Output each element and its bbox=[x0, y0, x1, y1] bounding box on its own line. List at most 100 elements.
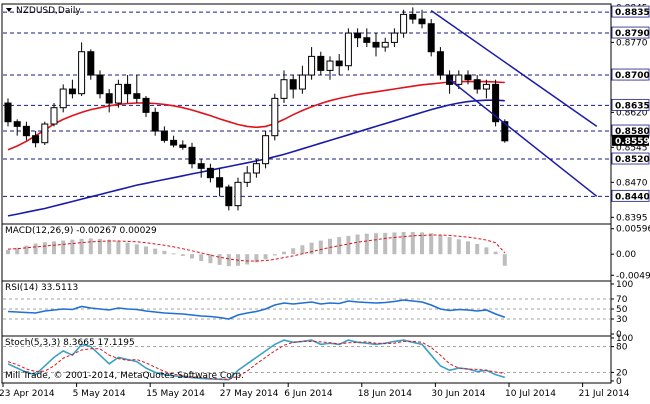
candle-up bbox=[308, 55, 316, 76]
price-level-label: 0.8635 bbox=[615, 101, 650, 111]
macd-panel: 0.00596 0.00 -0.00493 MACD(12,26,9) -0.002… bbox=[1, 223, 650, 282]
stoch-panel-frame bbox=[1, 335, 612, 384]
macd-bar bbox=[33, 243, 38, 255]
rsi-panel-title: RSI(14) 33.5113 bbox=[5, 283, 78, 293]
candle-down bbox=[4, 102, 12, 123]
rsi-level-lines bbox=[3, 298, 611, 320]
macd-signal-path bbox=[7, 234, 506, 262]
candle-down bbox=[142, 97, 150, 113]
time-tick-label: 18 Jun 2014 bbox=[358, 389, 412, 399]
stoch-main-path bbox=[7, 339, 506, 381]
macd-bar bbox=[337, 237, 342, 255]
candle-up bbox=[400, 13, 408, 34]
stoch-panel-title: Stoch(5,3,3) 8.3665 17.1195 bbox=[5, 338, 135, 348]
stoch-axis-tick-label: 80 bbox=[616, 343, 628, 353]
time-tick-label: 5 May 2014 bbox=[73, 389, 126, 399]
macd-bar bbox=[272, 254, 277, 256]
current-price-tag bbox=[612, 134, 649, 146]
candle-down bbox=[32, 135, 40, 144]
candle-down bbox=[13, 121, 21, 127]
macd-bars bbox=[6, 231, 507, 267]
macd-bar bbox=[364, 233, 369, 255]
macd-bar bbox=[456, 239, 461, 255]
candle-down bbox=[436, 51, 444, 76]
price-level-lines bbox=[3, 11, 611, 197]
candle-down bbox=[427, 23, 435, 53]
price-axis-tick-label: 0.8545 bbox=[616, 143, 648, 153]
candle-down bbox=[335, 60, 343, 67]
macd-bar bbox=[125, 242, 130, 255]
macd-axis-tick-label: 0.00596 bbox=[616, 225, 650, 235]
candle-up bbox=[252, 163, 260, 174]
candle-down bbox=[96, 74, 104, 95]
macd-bar bbox=[144, 246, 148, 255]
price-level-label: 0.8790 bbox=[615, 29, 650, 39]
candle-down bbox=[289, 79, 297, 90]
macd-bar bbox=[493, 251, 498, 255]
candle-down bbox=[22, 125, 30, 137]
stoch-signal-path bbox=[7, 340, 505, 380]
macd-bar bbox=[61, 240, 66, 255]
macd-bar bbox=[300, 245, 305, 255]
macd-bar bbox=[98, 238, 102, 255]
candle-down bbox=[87, 51, 95, 76]
candle-up bbox=[234, 181, 242, 207]
macd-bar bbox=[116, 240, 121, 255]
ma-slow-line bbox=[7, 99, 505, 217]
macd-panel-title: MACD(12,26,9) -0.00267 0.00029 bbox=[5, 226, 157, 236]
candle-down bbox=[418, 18, 426, 25]
macd-axis-tick-label: 0.00 bbox=[616, 250, 636, 260]
stoch-main-line bbox=[7, 339, 506, 381]
candle-down bbox=[170, 139, 178, 146]
candle-up bbox=[271, 97, 279, 137]
macd-bar bbox=[254, 254, 259, 263]
time-tick-label: 30 Jun 2014 bbox=[431, 389, 485, 399]
macd-axis: 0.00596 0.00 -0.00493 bbox=[611, 225, 650, 281]
macd-bar bbox=[52, 241, 56, 255]
price-panel-title: NZDUSD,Daily bbox=[16, 6, 81, 16]
price-level-label: 0.8520 bbox=[615, 155, 650, 165]
macd-bar bbox=[24, 245, 29, 255]
collapse-arrow-icon[interactable] bbox=[6, 8, 12, 12]
candle-down bbox=[473, 79, 481, 90]
macd-bar bbox=[309, 242, 314, 255]
candle-down bbox=[179, 144, 187, 148]
macd-bar bbox=[217, 254, 222, 265]
candle-down bbox=[216, 177, 224, 188]
stoch-level-lines bbox=[3, 346, 611, 373]
candle-down bbox=[105, 93, 113, 104]
stoch-signal-line bbox=[7, 340, 505, 380]
macd-bar bbox=[42, 242, 47, 255]
macd-bar bbox=[447, 237, 452, 255]
price-level-label: 0.8580 bbox=[615, 127, 650, 137]
macd-bar bbox=[134, 244, 139, 255]
macd-bar bbox=[410, 231, 415, 255]
candle-up bbox=[262, 135, 270, 165]
candle-down bbox=[151, 111, 159, 132]
candle-down bbox=[317, 55, 325, 71]
macd-bar bbox=[346, 235, 351, 255]
macd-bar bbox=[245, 254, 250, 265]
stoch-axis-tick-label: 20 bbox=[616, 368, 628, 378]
time-tick-label: 21 Jul 2014 bbox=[579, 389, 630, 399]
price-axis: 0.88450.87700.86950.86200.85450.84700.83… bbox=[611, 3, 650, 223]
time-axis: 23 Apr 2014 5 May 2014 15 May 2014 27 May 2… bbox=[0, 383, 630, 399]
candle-down bbox=[363, 37, 371, 43]
candle-down bbox=[225, 186, 233, 207]
candle-down bbox=[133, 93, 141, 99]
copyright-text: Mill Trade, © 2001-2014, MetaQuotes Soft… bbox=[5, 371, 244, 381]
candle-down bbox=[124, 83, 132, 95]
candle-up bbox=[280, 79, 288, 99]
candle-down bbox=[188, 146, 196, 165]
candle-up bbox=[78, 51, 86, 95]
macd-bar bbox=[199, 254, 204, 262]
candle-down bbox=[197, 163, 205, 169]
time-tick-label: 15 May 2014 bbox=[146, 389, 205, 399]
macd-bar bbox=[374, 233, 378, 255]
price-axis-tick-label: 0.8620 bbox=[616, 108, 648, 118]
candle-up bbox=[243, 172, 251, 183]
